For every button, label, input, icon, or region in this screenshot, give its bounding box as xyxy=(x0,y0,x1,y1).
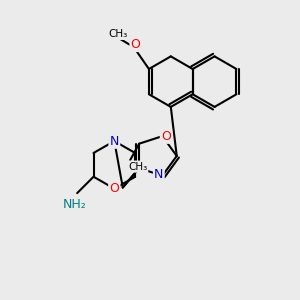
Text: N: N xyxy=(154,168,164,181)
Text: CH₃: CH₃ xyxy=(108,29,127,39)
Text: CH₃: CH₃ xyxy=(128,162,147,172)
Text: O: O xyxy=(110,182,119,195)
Text: N: N xyxy=(110,135,119,148)
Text: O: O xyxy=(130,38,140,51)
Text: NH₂: NH₂ xyxy=(62,198,86,211)
Text: O: O xyxy=(161,130,171,143)
